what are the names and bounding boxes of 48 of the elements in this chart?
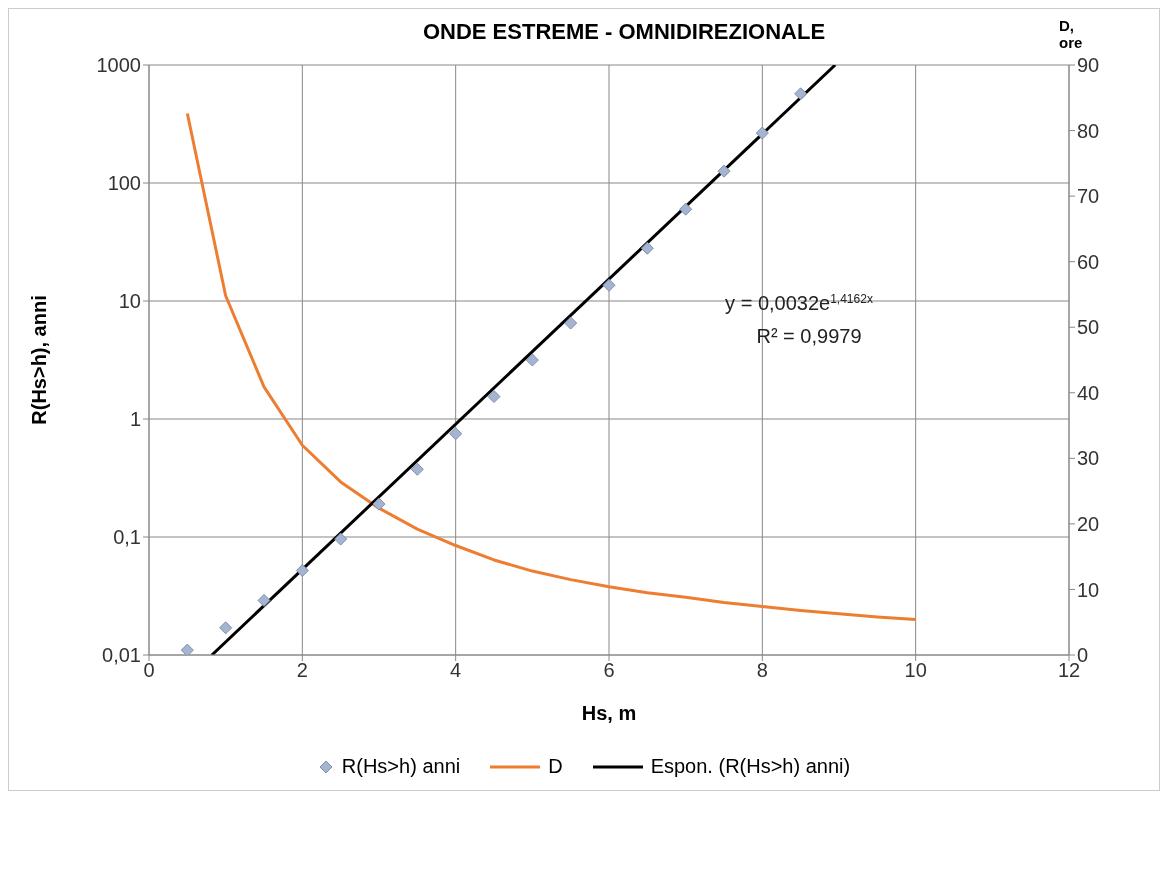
y2-tick-label: 90 bbox=[1077, 54, 1100, 77]
point bbox=[602, 278, 616, 292]
y-tick-label: 0,1 bbox=[113, 526, 141, 549]
point bbox=[410, 462, 424, 476]
point bbox=[334, 532, 348, 546]
y-tick-label: 1000 bbox=[96, 54, 141, 77]
point bbox=[295, 564, 309, 578]
y-tick-label: 0,01 bbox=[102, 644, 141, 667]
point bbox=[679, 202, 693, 216]
y2-tick-label: 70 bbox=[1077, 185, 1100, 208]
annotation: R² = 0,9979 bbox=[756, 325, 862, 347]
legend-label: Espon. (R(Hs>h) anni) bbox=[650, 755, 851, 778]
point bbox=[219, 621, 233, 635]
y2-axis-title: D, ore bbox=[1059, 17, 1084, 51]
x-tick-label: 2 bbox=[296, 659, 308, 682]
point bbox=[487, 390, 501, 404]
x-tick-label: 4 bbox=[450, 659, 462, 682]
point bbox=[794, 87, 808, 101]
legend-label: R(Hs>h) anni bbox=[341, 755, 461, 778]
point bbox=[449, 427, 463, 441]
y2-tick-label: 10 bbox=[1077, 578, 1100, 601]
chart-title: ONDE ESTREME - OMNIDIREZIONALE bbox=[422, 19, 826, 44]
line-series bbox=[185, 112, 918, 622]
annotation: y = 0,0032e$^{1,4162x}$ bbox=[725, 292, 873, 314]
y-tick-label: 10 bbox=[118, 290, 141, 313]
point bbox=[755, 126, 769, 140]
x-tick-label: 10 bbox=[904, 659, 927, 682]
x-axis-title: Hs, m bbox=[581, 702, 637, 724]
y-tick-label: 1 bbox=[129, 408, 141, 431]
y2-tick-label: 40 bbox=[1077, 381, 1100, 404]
point bbox=[525, 353, 539, 367]
legend-label: D bbox=[548, 755, 563, 778]
point bbox=[180, 643, 194, 655]
x-tick-label: 0 bbox=[143, 659, 155, 682]
point bbox=[372, 497, 386, 511]
y2-tick-label: 80 bbox=[1077, 119, 1100, 142]
y-axis-title: R(Hs>h), anni bbox=[28, 295, 51, 425]
point bbox=[717, 164, 731, 178]
x-tick-label: 8 bbox=[756, 659, 768, 682]
y2-tick-label: 30 bbox=[1077, 447, 1100, 470]
point bbox=[564, 316, 578, 330]
point bbox=[640, 241, 654, 255]
point bbox=[257, 593, 271, 607]
x-tick-label: 6 bbox=[603, 659, 615, 682]
y2-tick-label: 50 bbox=[1077, 316, 1100, 339]
y-tick-label: 100 bbox=[107, 172, 141, 195]
y2-tick-label: 20 bbox=[1077, 512, 1100, 535]
y2-tick-label: 60 bbox=[1077, 250, 1100, 273]
